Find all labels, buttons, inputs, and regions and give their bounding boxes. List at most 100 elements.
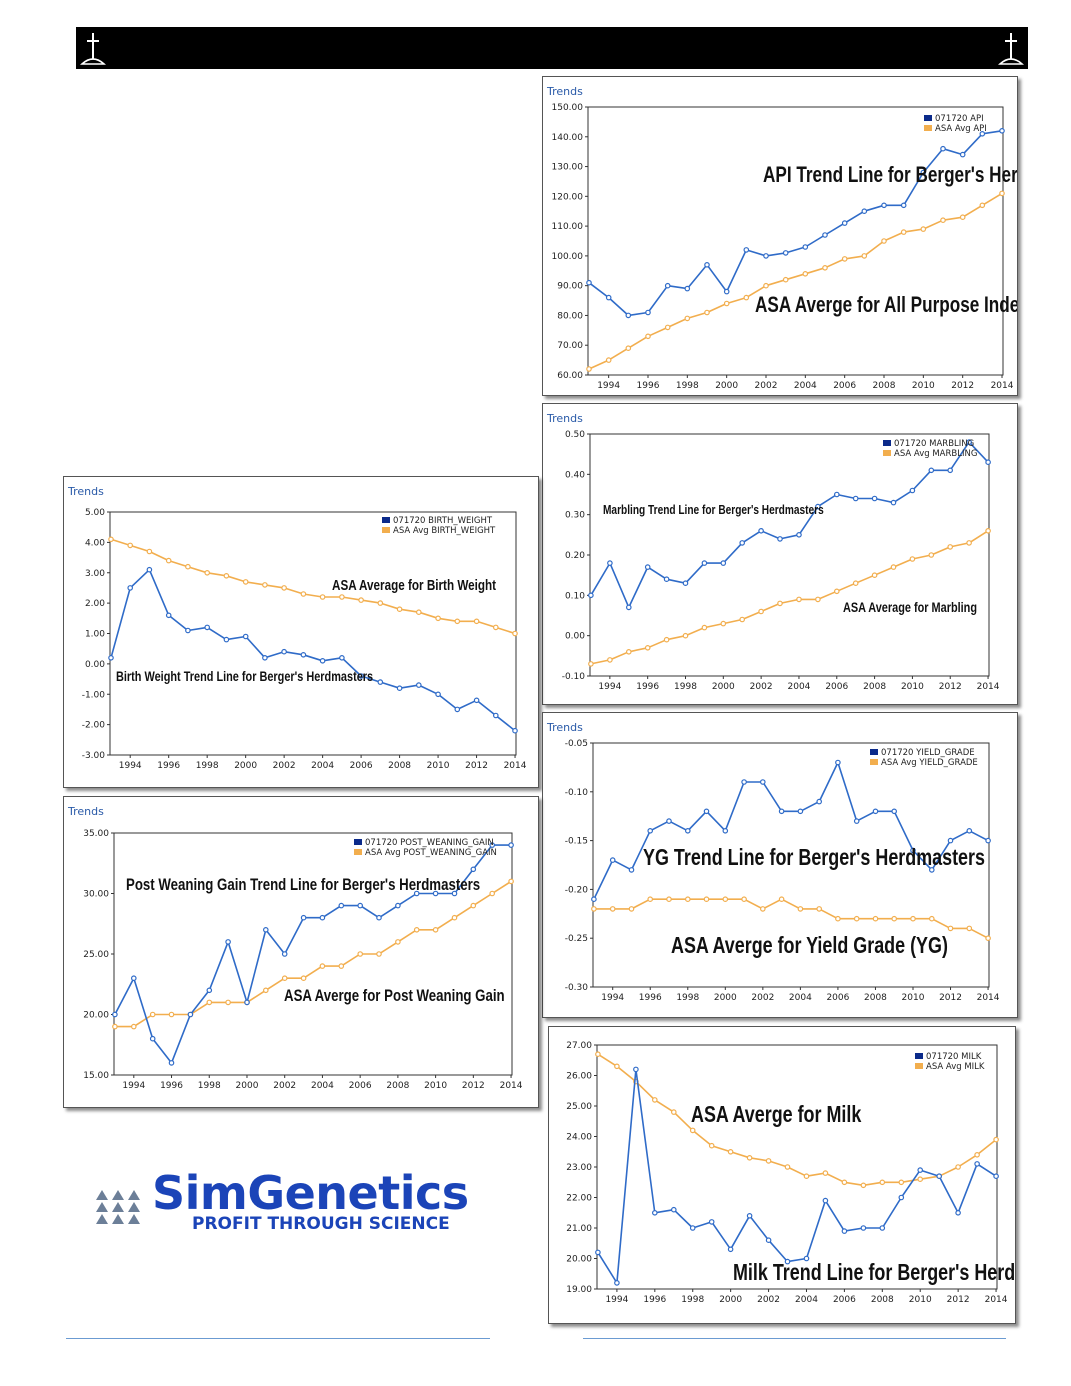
x-tick-label: 2014 bbox=[504, 761, 527, 771]
data-point bbox=[645, 333, 651, 340]
data-point bbox=[225, 939, 231, 945]
data-point bbox=[377, 600, 384, 606]
data-point bbox=[777, 600, 783, 607]
chart-annotation: Post Weaning Gain Trend Line for Berger'… bbox=[126, 876, 480, 895]
data-point bbox=[685, 828, 691, 834]
data-point bbox=[940, 217, 946, 224]
data-point bbox=[300, 652, 307, 658]
x-tick-label: 2004 bbox=[788, 682, 811, 692]
data-point bbox=[920, 226, 927, 232]
y-tick-label: -0.10 bbox=[562, 672, 586, 682]
legend-swatch bbox=[870, 759, 878, 765]
y-tick-label: 19.00 bbox=[566, 1285, 592, 1295]
series-line bbox=[110, 568, 516, 732]
y-tick-label: 4.00 bbox=[85, 538, 105, 548]
data-point bbox=[591, 906, 597, 912]
data-point bbox=[701, 624, 708, 631]
cross-icon bbox=[80, 33, 106, 65]
data-point bbox=[898, 1179, 905, 1186]
data-point bbox=[281, 648, 287, 655]
data-point bbox=[861, 253, 868, 259]
data-point bbox=[765, 1237, 772, 1244]
data-point bbox=[338, 963, 345, 969]
data-point bbox=[833, 491, 840, 498]
data-point bbox=[797, 906, 804, 912]
data-point bbox=[815, 503, 821, 510]
data-point bbox=[470, 866, 477, 873]
data-point bbox=[841, 1228, 848, 1234]
data-point bbox=[108, 655, 114, 661]
data-point bbox=[898, 1194, 905, 1201]
data-point bbox=[432, 890, 439, 897]
data-point bbox=[281, 951, 288, 957]
legend-swatch bbox=[924, 125, 932, 131]
data-point bbox=[940, 145, 946, 152]
chart-title: Trends bbox=[67, 805, 104, 818]
x-tick-label: 2000 bbox=[712, 682, 735, 692]
y-tick-label: -2.00 bbox=[82, 721, 106, 731]
data-point bbox=[871, 572, 878, 579]
y-tick-label: 24.00 bbox=[566, 1133, 592, 1143]
data-point bbox=[703, 896, 710, 903]
x-tick-label: 2012 bbox=[951, 381, 974, 391]
legend-swatch bbox=[870, 749, 878, 755]
data-point bbox=[684, 315, 691, 322]
data-point bbox=[473, 697, 480, 704]
data-point bbox=[746, 1213, 753, 1219]
x-tick-label: 2000 bbox=[236, 1081, 259, 1091]
legend-entry: ASA Avg MARBLING bbox=[894, 449, 977, 459]
data-point bbox=[879, 1225, 886, 1231]
data-point bbox=[900, 229, 907, 235]
data-point bbox=[928, 552, 935, 558]
x-tick-label: 2004 bbox=[311, 1081, 334, 1091]
data-point bbox=[881, 238, 887, 244]
chart-annotation: ASA Averge for Milk bbox=[691, 1102, 862, 1128]
series-line bbox=[597, 1053, 997, 1187]
data-point bbox=[281, 975, 288, 982]
data-point bbox=[782, 250, 789, 256]
legend-entry: ASA Avg POST_WEANING_GAIN bbox=[365, 848, 497, 858]
data-point bbox=[955, 1164, 961, 1170]
x-tick-label: 1994 bbox=[119, 761, 142, 771]
data-point bbox=[626, 649, 632, 655]
data-point bbox=[860, 1182, 867, 1189]
x-tick-label: 2006 bbox=[833, 381, 856, 391]
data-point bbox=[358, 597, 364, 603]
data-point bbox=[891, 915, 898, 922]
data-point bbox=[959, 151, 966, 158]
data-point bbox=[338, 902, 345, 909]
data-point bbox=[966, 925, 973, 932]
x-tick-label: 2006 bbox=[349, 1081, 372, 1091]
x-tick-label: 2006 bbox=[833, 1295, 856, 1305]
data-point bbox=[607, 560, 613, 566]
y-tick-label: -0.05 bbox=[565, 739, 588, 749]
x-tick-label: 2008 bbox=[863, 682, 886, 692]
data-point bbox=[586, 366, 592, 372]
x-tick-label: 1996 bbox=[637, 381, 660, 391]
y-tick-label: 140.00 bbox=[552, 133, 584, 143]
data-point bbox=[395, 902, 401, 909]
birth-weight-chart: Trends -3.00 -2.00 -1.00 0.00 1.00 2.00 3.00 4.0… bbox=[63, 476, 539, 788]
data-point bbox=[985, 935, 991, 942]
data-point bbox=[841, 256, 848, 262]
data-point bbox=[127, 542, 133, 549]
x-tick-label: 1998 bbox=[198, 1081, 221, 1091]
data-point bbox=[723, 300, 730, 307]
data-point bbox=[704, 309, 710, 316]
chart-title: Trends bbox=[67, 485, 104, 498]
x-tick-label: 2002 bbox=[750, 682, 773, 692]
legend-entry: ASA Avg API bbox=[935, 124, 987, 134]
data-point bbox=[763, 282, 769, 289]
header-bar bbox=[76, 27, 1028, 69]
data-point bbox=[872, 808, 879, 815]
data-point bbox=[644, 645, 651, 651]
post_weaning_gain-svg: Trends 15.00 20.00 25.00 30.00 35.00 1994 1996 1… bbox=[67, 805, 523, 1091]
data-point bbox=[671, 1109, 677, 1115]
data-point bbox=[432, 927, 439, 933]
data-point bbox=[300, 914, 307, 921]
data-point bbox=[959, 214, 966, 221]
data-point bbox=[879, 1179, 886, 1186]
y-tick-label: 30.00 bbox=[83, 890, 109, 900]
data-point bbox=[628, 906, 635, 912]
data-point bbox=[966, 439, 972, 445]
